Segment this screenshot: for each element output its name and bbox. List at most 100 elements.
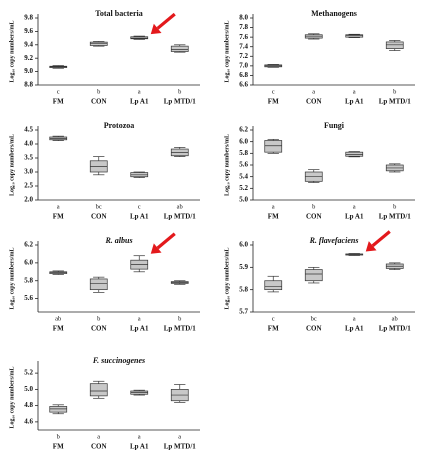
y-axis-label: Log₁₀ copy numbers/mL [224, 21, 230, 83]
x-tick-label: Lp A1 [345, 325, 364, 333]
y-tick-label: 5.6 [239, 161, 248, 169]
chart-title: R. flavefaciens [309, 236, 359, 245]
y-tick-label: 9.0 [24, 67, 33, 75]
y-tick-label: 7.2 [239, 52, 248, 60]
significance-letter: a [353, 203, 356, 210]
x-tick-label: FM [53, 213, 64, 221]
y-tick-label: 6.8 [239, 71, 248, 79]
y-axis-label: Log₁₀ copy numbers/mL [9, 134, 15, 196]
y-tick-label: 7.0 [239, 61, 248, 69]
y-tick-label: 6.2 [239, 126, 248, 134]
y-tick-label: 7.8 [239, 23, 248, 31]
box [304, 269, 323, 282]
x-tick-label: Lp MTD/1 [164, 325, 197, 333]
y-tick-label: 4.8 [24, 401, 33, 409]
y-tick-label: 5.9 [239, 263, 248, 271]
x-tick-label: FM [53, 443, 64, 451]
chart-title: Methanogens [311, 9, 357, 18]
y-tick-label: 3.0 [24, 168, 33, 176]
x-tick-label: CON [306, 325, 322, 333]
significance-letter: a [272, 203, 275, 210]
significance-letter: c [57, 88, 60, 95]
box [264, 280, 283, 291]
significance-letter: a [138, 433, 141, 440]
significance-letter: a [57, 203, 60, 210]
y-tick-label: 5.8 [239, 149, 248, 157]
y-tick-label: 4.5 [24, 126, 33, 134]
box [49, 406, 68, 413]
significance-letter: b [178, 88, 181, 95]
y-axis-label: Log₁₀ copy numbers/mL [9, 248, 15, 310]
highlight-arrow-shaft [156, 12, 176, 30]
y-tick-label: 7.4 [239, 42, 248, 50]
y-tick-label: 9.8 [24, 14, 33, 22]
y-tick-label: 5.8 [24, 276, 33, 284]
y-axis-label: Log₁₀ copy numbers/mL [9, 367, 15, 429]
y-tick-label: 7.6 [239, 33, 248, 41]
significance-letter: a [138, 88, 141, 95]
chart-title: Protozoa [104, 121, 135, 130]
y-tick-label: 6.0 [24, 258, 33, 266]
significance-letter: b [57, 433, 60, 440]
y-tick-label: 8.8 [24, 81, 33, 89]
chart-title: Fungi [324, 121, 345, 130]
box [170, 45, 189, 52]
x-tick-label: Lp A1 [130, 443, 149, 451]
y-tick-label: 4.6 [24, 417, 33, 425]
x-tick-label: CON [91, 325, 107, 333]
x-tick-label: Lp MTD/1 [379, 98, 412, 106]
box [385, 41, 404, 49]
y-tick-label: 9.4 [24, 40, 33, 48]
y-axis-label: Log₁₀ copy numbers/mL [9, 21, 15, 83]
significance-letter: bc [96, 203, 102, 210]
x-tick-label: Lp A1 [130, 325, 149, 333]
y-tick-label: 6.0 [239, 137, 248, 145]
x-tick-label: Lp A1 [345, 213, 364, 221]
box [264, 140, 283, 153]
y-tick-label: 5.0 [24, 385, 33, 393]
y-tick-label: 8.0 [239, 14, 248, 22]
x-tick-label: CON [91, 443, 107, 451]
y-tick-label: 2.5 [24, 182, 33, 190]
significance-letter: b [97, 88, 100, 95]
significance-letter: b [393, 88, 396, 95]
x-tick-label: FM [268, 325, 279, 333]
x-tick-label: Lp A1 [345, 98, 364, 106]
significance-letter: c [272, 88, 275, 95]
y-tick-label: 5.6 [24, 294, 33, 302]
x-tick-label: Lp A1 [130, 213, 149, 221]
significance-letter: ab [392, 315, 398, 322]
y-tick-label: 6.0 [239, 241, 248, 249]
highlight-arrow-shaft [371, 230, 391, 247]
x-tick-label: Lp MTD/1 [164, 98, 197, 106]
highlight-arrow-head [150, 23, 162, 35]
y-axis-label: Log₁₀ copy numbers/mL [224, 248, 230, 310]
y-tick-label: 9.2 [24, 54, 33, 62]
significance-letter: b [97, 315, 100, 322]
x-tick-label: Lp MTD/1 [164, 443, 197, 451]
chart-title: F. succinogenes [92, 356, 145, 365]
box [89, 383, 108, 397]
significance-letter: a [178, 433, 181, 440]
highlight-arrow-head [365, 241, 377, 252]
x-tick-label: Lp A1 [130, 98, 149, 106]
y-tick-label: 6.6 [239, 81, 248, 89]
highlight-arrow-head [150, 243, 162, 254]
significance-letter: a [138, 315, 141, 322]
x-tick-label: Lp MTD/1 [164, 213, 197, 221]
significance-letter: c [138, 203, 141, 210]
box [89, 278, 108, 291]
x-tick-label: CON [91, 98, 107, 106]
y-tick-label: 5.0 [239, 196, 248, 204]
significance-letter: ab [55, 315, 61, 322]
x-tick-label: FM [268, 98, 279, 106]
significance-letter: ab [177, 203, 183, 210]
x-tick-label: CON [306, 213, 322, 221]
y-tick-label: 5.2 [24, 369, 33, 377]
significance-letter: bc [311, 315, 317, 322]
y-tick-label: 6.2 [24, 241, 33, 249]
y-tick-label: 5.7 [239, 308, 248, 316]
x-tick-label: Lp MTD/1 [379, 213, 412, 221]
significance-letter: c [272, 315, 275, 322]
